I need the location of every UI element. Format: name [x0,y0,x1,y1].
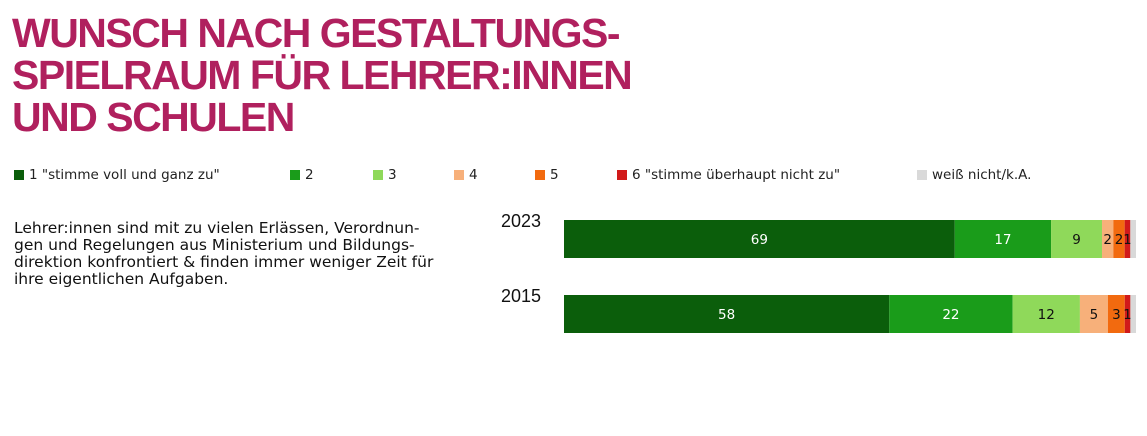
bar-segment [1124,220,1131,258]
data-label: 3 [1112,307,1121,323]
statement-line: ihre eigentlichen Aufgaben. [14,270,229,288]
data-label: 17 [994,232,1011,248]
legend-swatch [535,170,545,180]
legend-swatch [617,170,627,180]
bar-segment [564,220,955,258]
legend-item: 1 "stimme voll und ganz zu" [14,167,220,183]
legend-swatch [14,170,24,180]
legend-swatch [290,170,300,180]
legend-label: 6 "stimme überhaupt nicht zu" [632,167,841,183]
bar-segment [1079,295,1108,333]
page-title: WUNSCH NACH GESTALTUNGS- SPIELRAUM FÜR L… [12,12,712,138]
legend-item: 5 [535,167,559,183]
bar-segment [1012,295,1080,333]
statement-line: direktion konfrontiert & finden immer we… [14,253,434,271]
statement-line: Lehrer:innen sind mit zu vielen Erlässen… [14,219,420,237]
bar-segment [1113,220,1125,258]
legend-label: 4 [469,167,478,183]
legend-swatch [454,170,464,180]
data-label: 5 [1090,307,1099,323]
bar-segment [1051,220,1103,258]
title-line: UND SCHULEN [12,94,295,140]
year-label: 2015 [501,286,541,306]
legend-item: weiß nicht/k.A. [917,167,1031,183]
legend-item: 3 [373,167,397,183]
title-line: WUNSCH NACH GESTALTUNGS- [12,10,621,56]
bar-segment [889,295,1013,333]
statement-line: gen und Regelungen aus Ministerium und B… [14,236,415,254]
bar-segment [1102,220,1114,258]
legend-swatch [917,170,927,180]
bar-segment [1130,220,1136,258]
data-label: 12 [1038,307,1055,323]
legend-label: 2 [305,167,314,183]
bar-segment [564,295,890,333]
year-label: 2023 [501,211,541,231]
data-label: 2 [1115,232,1124,248]
data-label: 22 [942,307,959,323]
bar-segment [1130,295,1136,333]
legend-label: weiß nicht/k.A. [932,167,1032,183]
legend-item: 6 "stimme überhaupt nicht zu" [617,167,840,183]
bar-segment [1124,295,1131,333]
legend-item: 4 [454,167,478,183]
statement-text: Lehrer:innen sind mit zu vielen Erlässen… [14,220,454,288]
data-label: 1 [1123,232,1132,248]
bar-segment [1107,295,1125,333]
legend-label: 1 "stimme voll und ganz zu" [29,167,220,183]
data-label: 69 [751,232,768,248]
bar-segment [954,220,1052,258]
legend-swatch [373,170,383,180]
data-label: 58 [718,307,735,323]
title-line: SPIELRAUM FÜR LEHRER:INNEN [12,52,633,98]
legend-label: 3 [388,167,397,183]
legend-item: 2 [290,167,314,183]
data-label: 2 [1103,232,1112,248]
legend-label: 5 [550,167,559,183]
data-label: 9 [1072,232,1081,248]
data-label: 1 [1123,307,1132,323]
